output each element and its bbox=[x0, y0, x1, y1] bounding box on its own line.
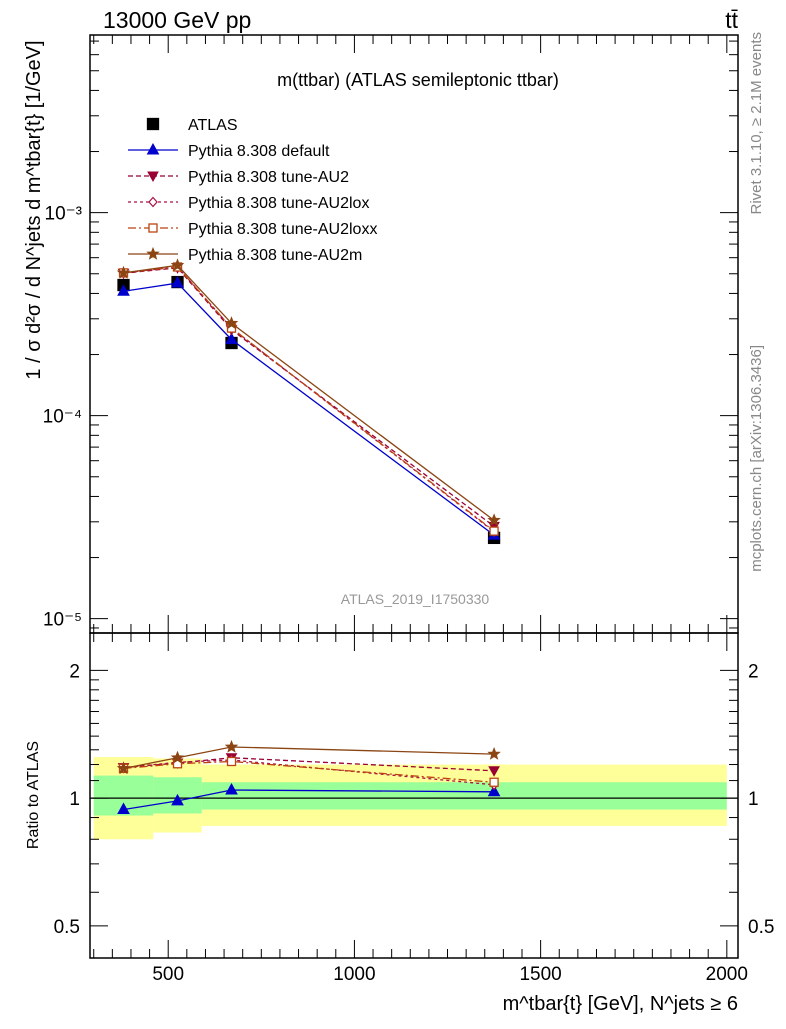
main-data-layer bbox=[116, 258, 501, 545]
ratio-point-pythia-8-308-tune-au2m bbox=[487, 747, 501, 760]
ratio-point-pythia-8-308-tune-au2m bbox=[116, 761, 131, 775]
ratio-point-pythia-8-308-tune-au2 bbox=[488, 766, 500, 777]
main-point-pythia-8-308-tune-au2m bbox=[487, 513, 501, 527]
legend-label-pythia-8-308-default: Pythia 8.308 default bbox=[188, 143, 330, 160]
legend-marker-pythia-8-308-tune-au2lox bbox=[148, 196, 158, 208]
legend-label-atlas: ATLAS bbox=[188, 117, 238, 134]
ratio-point-pythia-8-308-default bbox=[487, 784, 501, 797]
main-line-pythia-8-308-tune-au2loxx bbox=[123, 266, 495, 532]
legend-label-pythia-8-308-tune-au2m: Pythia 8.308 tune-AU2m bbox=[188, 247, 362, 264]
main-y-tick-label: 10⁻³ bbox=[45, 204, 83, 225]
legend-marker-pythia-8-308-tune-au2m bbox=[146, 246, 160, 260]
ratio-y-tick-label: 1 bbox=[69, 789, 80, 810]
main-point-pythia-8-308-tune-au2m bbox=[170, 258, 185, 272]
x-tick-label: 1500 bbox=[519, 964, 561, 985]
ratio-point-pythia-8-308-default bbox=[225, 782, 238, 795]
ratio-point-pythia-8-308-tune-au2m bbox=[224, 739, 239, 753]
ratio-point-pythia-8-308-tune-au2loxx bbox=[226, 756, 237, 767]
main-axes: 10⁻³ 10⁻⁴ 10⁻⁵ bbox=[43, 35, 738, 633]
main-line-pythia-8-308-default bbox=[123, 282, 495, 536]
ratio-data-layer bbox=[116, 739, 501, 815]
legend-label-pythia-8-308-tune-au2: Pythia 8.308 tune-AU2 bbox=[188, 169, 349, 186]
main-point-pythia-8-308-tune-au2m bbox=[116, 265, 131, 279]
main-point-pythia-8-308-default bbox=[225, 332, 238, 345]
ratio-y-tick-label-right: 1 bbox=[748, 789, 759, 810]
ratio-y-axis-label: Ratio to ATLAS bbox=[25, 741, 42, 849]
ratio-y-tick-label-right: 0.5 bbox=[748, 917, 774, 938]
ratio-point-pythia-8-308-default bbox=[171, 793, 184, 806]
ratio-line-pythia-8-308-tune-au2loxx bbox=[123, 760, 495, 783]
main-y-tick-label: 10⁻⁴ bbox=[43, 407, 82, 428]
legend-marker-pythia-8-308-tune-au2 bbox=[147, 171, 159, 183]
x-axis-label: m^tbar{t} [GeV], N^jets ≥ 6 bbox=[503, 993, 738, 1015]
ratio-line-pythia-8-308-tune-au2 bbox=[123, 757, 495, 772]
mcplots-label: mcplots.cern.ch [arXiv:1306.3436] bbox=[748, 345, 765, 572]
ratio-point-pythia-8-308-tune-au2loxx bbox=[489, 777, 499, 787]
main-line-pythia-8-308-tune-au2m bbox=[123, 264, 495, 521]
ratio-y-tick-label-right: 2 bbox=[748, 661, 759, 682]
main-point-pythia-8-308-default bbox=[171, 276, 184, 288]
x-tick-label: 500 bbox=[152, 964, 184, 985]
ratio-point-pythia-8-308-default bbox=[117, 802, 130, 815]
legend: ATLAS Pythia 8.308 default Pythia 8.308 tu… bbox=[128, 117, 377, 264]
ratio-band-green bbox=[201, 782, 727, 810]
x-tick-label: 2000 bbox=[706, 964, 748, 985]
ratio-point-pythia-8-308-tune-au2m bbox=[170, 750, 185, 764]
x-tick-label: 1000 bbox=[333, 964, 375, 985]
legend-marker-pythia-8-308-tune-au2loxx bbox=[148, 223, 158, 233]
ratio-y-tick-label: 2 bbox=[69, 661, 80, 682]
legend-label-pythia-8-308-tune-au2loxx: Pythia 8.308 tune-AU2loxx bbox=[188, 221, 377, 238]
ratio-line-pythia-8-308-tune-au2m bbox=[123, 746, 495, 770]
main-point-pythia-8-308-default bbox=[117, 284, 130, 296]
main-title: m(ttbar) (ATLAS semileptonic ttbar) bbox=[277, 70, 559, 90]
header-energy: 13000 GeV pp bbox=[103, 7, 251, 33]
ratio-axes: 500 1000 1500 2000 0.5 0.5 1 1 2 2 bbox=[54, 633, 774, 985]
main-y-tick-label: 10⁻⁵ bbox=[43, 610, 82, 631]
header-process: tt̄ bbox=[725, 7, 738, 33]
ratio-bands bbox=[90, 757, 738, 840]
ratio-frame bbox=[89, 632, 739, 959]
ratio-line-pythia-8-308-tune-au2lox bbox=[123, 759, 495, 786]
main-line-pythia-8-308-tune-au2lox bbox=[123, 266, 495, 533]
main-y-axis-label: 1 / σ d²σ / d N^jets d m^tbar{t} [1/GeV] bbox=[23, 40, 45, 379]
legend-marker-atlas bbox=[146, 117, 160, 131]
ratio-line-pythia-8-308-default bbox=[123, 789, 495, 811]
main-point-pythia-8-308-tune-au2loxx bbox=[489, 526, 499, 536]
main-point-pythia-8-308-tune-au2m bbox=[224, 316, 239, 330]
rivet-version-label: Rivet 3.1.10, ≥ 2.1M events bbox=[748, 32, 765, 215]
analysis-watermark: ATLAS_2019_I1750330 bbox=[341, 591, 490, 607]
legend-label-pythia-8-308-tune-au2lox: Pythia 8.308 tune-AU2lox bbox=[188, 195, 369, 212]
ratio-y-tick-label: 0.5 bbox=[54, 917, 80, 938]
legend-marker-pythia-8-308-default bbox=[146, 142, 160, 155]
